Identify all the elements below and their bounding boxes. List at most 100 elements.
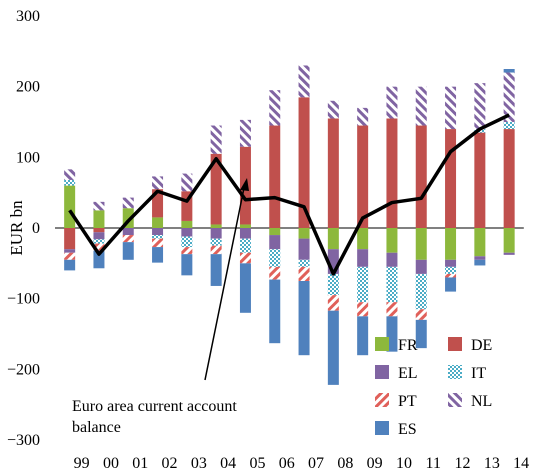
- x-tick-label: 14: [513, 455, 529, 472]
- bar-de-13: [474, 132, 486, 228]
- bar-it-12: [445, 266, 457, 274]
- bar-de-99: [64, 228, 76, 250]
- y-tick-label: 100: [16, 149, 40, 166]
- bar-pt-11: [415, 309, 427, 320]
- legend-swatch-el: [375, 365, 389, 379]
- bar-fr-07: [298, 228, 310, 239]
- bar-de-14: [503, 129, 515, 228]
- bar-nl-14: [503, 72, 515, 122]
- bar-it-11: [415, 273, 427, 310]
- x-tick-label: 10: [396, 455, 412, 472]
- bar-nl-09: [357, 107, 369, 126]
- bar-nl-00: [93, 201, 105, 211]
- y-tick-label: 300: [16, 8, 40, 25]
- bar-de-10: [386, 118, 398, 228]
- bar-fr-06: [269, 228, 281, 236]
- x-tick-label: 02: [162, 455, 178, 472]
- bar-nl-04: [210, 125, 222, 154]
- x-tick-label: 03: [191, 455, 207, 472]
- x-tick-label: 00: [103, 455, 119, 472]
- bar-es-01: [122, 242, 134, 260]
- bar-es-11: [415, 319, 427, 349]
- x-tick-label: 12: [455, 455, 471, 472]
- bar-nl-07: [298, 65, 310, 98]
- annotation: Euro area current account balance: [72, 178, 249, 436]
- legend-label-it: IT: [471, 365, 486, 382]
- bar-nl-02: [152, 176, 164, 190]
- legend-label-de: DE: [471, 337, 492, 354]
- bar-nl-11: [415, 86, 427, 126]
- x-tick-label: 11: [426, 455, 441, 472]
- y-tick-label: 200: [16, 79, 40, 96]
- bar-pt-08: [327, 295, 339, 311]
- bar-de-02: [152, 189, 164, 218]
- bar-el-05: [239, 228, 251, 239]
- bar-fr-12: [445, 228, 457, 260]
- bar-de-00: [93, 228, 105, 233]
- bar-de-11: [415, 125, 427, 228]
- bar-es-08: [327, 310, 339, 385]
- legend-swatch-nl: [448, 393, 462, 407]
- bar-pt-01: [122, 235, 134, 243]
- bar-el-11: [415, 259, 427, 274]
- bar-es-05: [239, 263, 251, 313]
- legend-swatch-it: [448, 365, 462, 379]
- x-tick-label: 99: [74, 455, 90, 472]
- bar-es-99: [64, 259, 76, 271]
- bar-it-04: [210, 238, 222, 246]
- bar-pt-03: [181, 247, 193, 255]
- bar-es-02: [152, 247, 164, 263]
- bar-nl-10: [386, 86, 398, 119]
- bar-pt-07: [298, 266, 310, 281]
- y-tick-label: −200: [7, 361, 40, 378]
- bar-fr-14: [503, 228, 515, 253]
- legend-label-es: ES: [398, 421, 417, 438]
- bar-it-14: [503, 122, 515, 130]
- bar-it-99: [64, 179, 76, 186]
- legend-swatch-es: [375, 421, 389, 435]
- bar-es-07: [298, 281, 310, 356]
- bar-fr-04: [210, 224, 222, 228]
- bar-fr-02: [152, 217, 164, 228]
- bar-es-00: [93, 250, 105, 269]
- annotation-arrow: [204, 187, 245, 381]
- bar-el-03: [181, 228, 193, 237]
- bar-fr-00: [93, 210, 105, 228]
- plot-area: [55, 65, 524, 385]
- bar-fr-05: [239, 224, 251, 228]
- x-tick-label: 05: [249, 455, 265, 472]
- y-tick-label: −300: [7, 432, 40, 449]
- bar-es-14: [503, 69, 515, 73]
- bar-pt-06: [269, 266, 281, 280]
- bar-de-04: [210, 153, 222, 225]
- bar-de-09: [357, 125, 369, 228]
- bar-de-06: [269, 125, 281, 228]
- bar-el-02: [152, 228, 164, 236]
- bar-fr-13: [474, 228, 486, 257]
- bar-el-13: [474, 256, 486, 260]
- bar-pt-00: [93, 243, 105, 251]
- x-tick-label: 08: [337, 455, 353, 472]
- bar-es-03: [181, 254, 193, 276]
- bar-it-00: [93, 239, 105, 244]
- bar-es-13: [474, 259, 486, 266]
- bar-it-05: [239, 238, 251, 253]
- bar-pt-09: [357, 302, 369, 317]
- bar-el-08: [327, 249, 339, 274]
- line-euro-area-balance: [68, 113, 510, 276]
- bar-de-07: [298, 97, 310, 229]
- bar-el-99: [64, 249, 76, 253]
- bar-it-07: [298, 259, 310, 267]
- bar-nl-01: [122, 197, 134, 209]
- y-tick-label: 0: [32, 220, 40, 237]
- bar-es-06: [269, 279, 281, 344]
- legend-label-nl: NL: [471, 393, 492, 410]
- legend-label-fr: FR: [398, 337, 418, 354]
- bar-el-09: [357, 249, 369, 267]
- bar-nl-03: [181, 173, 193, 192]
- bar-fr-01: [122, 208, 134, 228]
- x-tick-label: 13: [484, 455, 500, 472]
- bar-el-07: [298, 238, 310, 260]
- bar-pt-02: [152, 238, 164, 248]
